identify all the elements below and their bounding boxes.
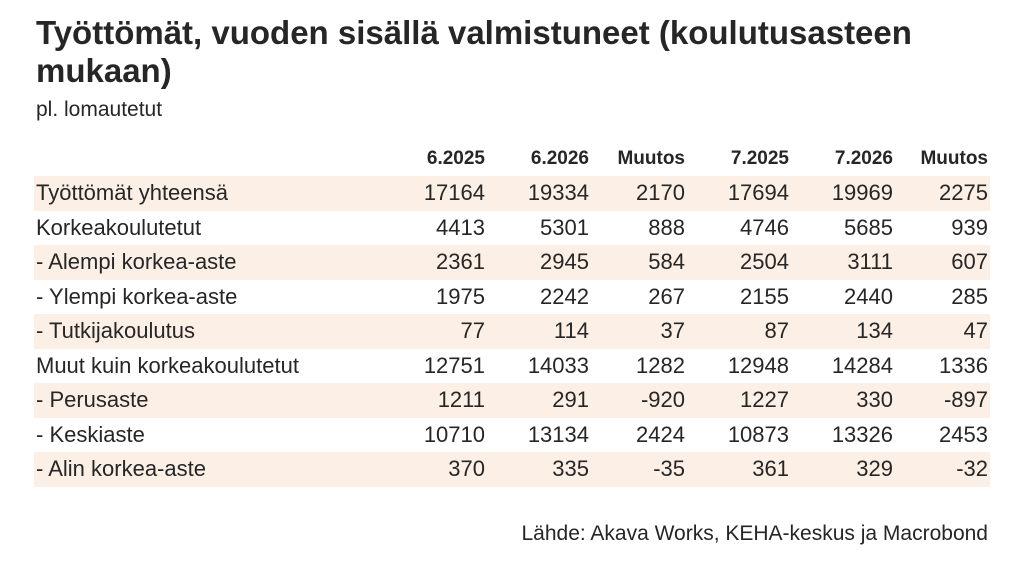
column-header-muutos-7: Muutos [920,148,988,169]
table-cell-value: 5685 [844,214,893,240]
table-cell-value: 14284 [831,352,893,378]
table-cell-value: 2361 [386,245,487,280]
chart-subtitle: pl. lomautetut [36,98,163,121]
table-cell-value: 2504 [687,245,791,280]
table-cell-value: -897 [895,383,990,418]
chart-title: Työttömät, vuoden sisällä valmistuneet (… [36,14,912,89]
row-label: - Tutkijakoulutus [34,314,386,349]
table-cell-value: 10873 [727,421,789,447]
source-note: Lähde: Akava Works, KEHA-keskus ja Macro… [521,522,988,545]
table-cell-value: 13134 [527,421,589,447]
table-cell-value: 77 [386,314,487,349]
table-cell-value: 3111 [791,245,895,280]
table-cell-value: 1211 [386,383,487,418]
table-row: Työttömät yhteensä 17164 19334 2170 17694 199… [34,176,990,211]
row-label: - Ylempi korkea-aste [36,283,238,309]
table-cell-value: 335 [487,452,591,487]
table-cell-value: 361 [687,452,791,487]
table-cell-value: 370 [386,452,487,487]
table-cell-value: -32 [895,452,990,487]
table-cell-value: 2155 [740,283,789,309]
table-cell-value: 19334 [487,176,591,211]
table-cell-value: 2275 [895,176,990,211]
table-cell-value: 329 [791,452,895,487]
column-header-6-2025: 6.2025 [426,148,485,169]
table-body: Työttömät yhteensä 17164 19334 2170 17694 199… [34,176,990,487]
table-cell-value: 17694 [687,176,791,211]
row-label: - Alin korkea-aste [34,452,386,487]
column-header-7-2025: 7.2025 [730,148,789,169]
table-cell-value: 291 [487,383,591,418]
table-row: - Perusaste 1211 291 -920 1227 330 -897 [34,383,990,418]
row-label: - Perusaste [34,383,386,418]
column-header-6-2026: 6.2026 [530,148,589,169]
table-cell-value: 4746 [740,214,789,240]
table-cell-value: 2440 [844,283,893,309]
row-label: Korkeakoulutetut [36,214,202,240]
table-cell-value: 285 [951,283,988,309]
table-cell-value: 37 [591,314,687,349]
table-cell-value: 13326 [831,421,893,447]
table-cell-value: 1975 [436,283,485,309]
table-cell-value: 134 [791,314,895,349]
table-cell-value: 1227 [687,383,791,418]
table-cell-value: 87 [687,314,791,349]
table-row: - Ylempi korkea-aste 1975 2242 267 2155 2440 2… [34,280,990,315]
table-cell-value: 4413 [436,214,485,240]
table-row: Korkeakoulutetut 4413 5301 888 4746 5685 939 [34,211,990,246]
table-row: - Keskiaste 10710 13134 2424 10873 13326 2453 [34,418,990,453]
table-cell-value: 2945 [487,245,591,280]
header-row: 6.2025 6.2026 Muutos 7.2025 7.2026 Muuto… [34,142,990,176]
table-cell-value: 14033 [527,352,589,378]
table-cell-value: 47 [895,314,990,349]
row-label: - Alempi korkea-aste [34,245,386,280]
data-table: 6.2025 6.2026 Muutos 7.2025 7.2026 Muuto… [34,142,990,487]
table-cell-value: -35 [591,452,687,487]
table-cell-value: 12948 [727,352,789,378]
table-cell-value: 2453 [939,421,988,447]
table-cell-value: 939 [951,214,988,240]
table-cell-value: -920 [591,383,687,418]
row-label: - Keskiaste [36,421,145,447]
table-cell-value: 12751 [423,352,485,378]
table-row: - Alempi korkea-aste 2361 2945 584 2504 3111 6… [34,245,990,280]
table-cell-value: 2424 [636,421,685,447]
table-cell-value: 607 [895,245,990,280]
table-cell-value: 584 [591,245,687,280]
table-cell-value: 1282 [636,352,685,378]
table-row: - Tutkijakoulutus 77 114 37 87 134 47 [34,314,990,349]
row-label: Työttömät yhteensä [34,176,386,211]
table-cell-value: 2170 [591,176,687,211]
table-cell-value: 114 [487,314,591,349]
table-cell-value: 1336 [939,352,988,378]
column-header-muutos-6: Muutos [617,148,685,169]
table-row: Muut kuin korkeakoulutetut 12751 14033 1282… [34,349,990,384]
table-cell-value: 19969 [791,176,895,211]
table-cell-value: 17164 [386,176,487,211]
table-cell-value: 330 [791,383,895,418]
row-label: Muut kuin korkeakoulutetut [36,352,299,378]
table-row: - Alin korkea-aste 370 335 -35 361 329 -32 [34,452,990,487]
table-cell-value: 5301 [540,214,589,240]
column-header-label [34,142,386,176]
column-header-7-2026: 7.2026 [834,148,893,169]
table-cell-value: 10710 [423,421,485,447]
table-cell-value: 2242 [540,283,589,309]
table-cell-value: 888 [648,214,685,240]
table-cell-value: 267 [648,283,685,309]
